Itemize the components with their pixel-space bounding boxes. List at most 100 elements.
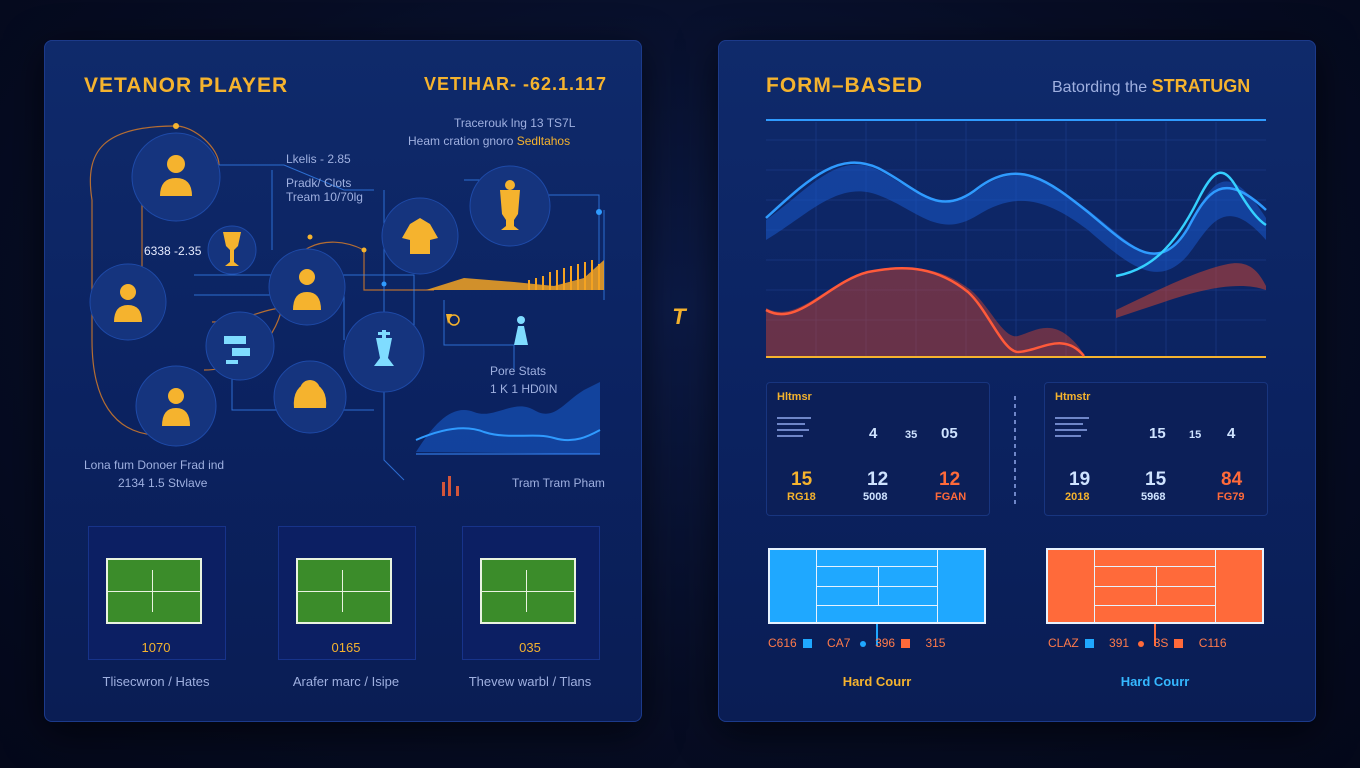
person-icon (114, 284, 142, 322)
label-e2: 2134 1.5 Stvlave (118, 476, 208, 490)
legend-label: C616 (768, 636, 797, 650)
court-caption: Tlisecwron / Hates (102, 674, 210, 689)
legend-swatch (901, 639, 911, 649)
hard-court-orange[interactable] (1046, 548, 1264, 624)
legend-swatch (1174, 639, 1184, 649)
shirt-icon (402, 218, 438, 254)
stat-card-caption: Hltmsr (777, 391, 812, 403)
cyan-series-line (1115, 171, 1267, 278)
person-icon (162, 388, 190, 426)
label-b1: Pradk/ Clots (286, 176, 352, 190)
grass-court-icon (296, 558, 392, 624)
right-panel: FORM–BASED Batording the STRATUGN Hltmsr (718, 40, 1316, 722)
legend-label: CLAZ (1048, 636, 1079, 650)
grass-court-icon (480, 558, 576, 624)
small-bar-icon (442, 476, 459, 496)
right-subtitle-highlight: STRATUGN (1151, 76, 1251, 96)
player-node-3 (268, 248, 346, 326)
stat-card-caption: Htmstr (1055, 391, 1091, 403)
racket-icon (224, 336, 250, 364)
red-wave-band (766, 267, 1084, 356)
left-subtitle: VETIHAR- -62.1.117 (424, 74, 608, 94)
red-series-line (765, 267, 1085, 357)
stat-mid-3: 4 (1227, 425, 1236, 442)
stat-mid-1: 4 (869, 425, 878, 442)
stat-card-text-lines (777, 413, 817, 441)
surface-caption: Hard Courr (1120, 674, 1190, 689)
marker-line (876, 624, 878, 646)
legend-swatch (802, 639, 812, 649)
legend-label: CA7 (827, 636, 851, 650)
label-d1: Pore Stats (490, 364, 547, 378)
info-line-1: Tracerouk lng 13 TS7L (454, 116, 576, 130)
trophy-icon (223, 232, 241, 266)
label-c: 6338 -2.35 (144, 244, 202, 258)
surface-legend-orange: CLAZ 391 3S C116 (1048, 636, 1227, 650)
blue-series-line (765, 161, 1267, 255)
court-card-3-inner: 035 (462, 526, 598, 658)
label-d2: 1 K 1 HD0IN (490, 382, 558, 396)
person-icon (160, 155, 192, 196)
hard-court-blue[interactable] (768, 548, 986, 624)
blue-wave-band (766, 164, 1266, 272)
legend-dot (1138, 641, 1145, 647)
stat-value-1: 19 (1069, 469, 1091, 490)
surface-legend-blue: C616 CA7 396 315 (768, 636, 945, 650)
chess-pawn-icon (514, 316, 528, 345)
court-value: 035 (519, 640, 541, 655)
court-card-2-inner: 0165 (278, 526, 414, 658)
player-node-4 (135, 365, 217, 447)
racket-node (205, 311, 275, 381)
stat-value-2: 12 (867, 469, 889, 490)
player-node-1 (131, 132, 221, 222)
surface-caption: Hard Courr (842, 674, 912, 689)
stat-value-3: 84 (1221, 469, 1243, 490)
marker-line (1154, 624, 1156, 646)
grass-court-icon (106, 558, 202, 624)
stat-mid-1: 15 (1149, 425, 1166, 442)
left-title: VETANOR PLAYER (84, 74, 289, 97)
stat-sub-3: FGAN (935, 491, 967, 503)
legend-swatch (1084, 639, 1094, 649)
legend-label: 315 (925, 636, 946, 650)
player-network-diagram (89, 123, 605, 496)
trophy-icon (500, 180, 520, 230)
blue-wave-chart (415, 382, 601, 455)
stat-sub-2: 5008 (863, 491, 888, 503)
court-card-1-inner: 1070 (88, 526, 224, 658)
court-caption: Thevew warbl / Tlans (468, 674, 592, 689)
stat-card-2[interactable]: Htmstr 15 15 4 19 15 84 2018 5968 FG79 (1044, 382, 1268, 516)
player-node-2 (89, 263, 167, 341)
orange-bar-sparkline (426, 260, 604, 290)
right-title: FORM–BASED (766, 74, 924, 97)
legend-label: 396 (875, 636, 896, 650)
stat-mid-2: 15 (1189, 429, 1202, 441)
stat-sub-1: 2018 (1065, 491, 1090, 503)
label-e1: Lona fum Donoer Frad ind (84, 458, 225, 472)
stat-value-3: 12 (939, 469, 961, 490)
label-a: Lkelis - 2.85 (286, 152, 351, 166)
stat-mid-3: 05 (941, 425, 958, 442)
court-value: 0165 (331, 640, 361, 655)
label-b2: Tream 10/70lg (286, 190, 363, 204)
center-logo-icon: T (672, 304, 686, 329)
red-wave-band-2 (1116, 263, 1266, 318)
right-subtitle: Batording the STRATUGN (1052, 76, 1250, 97)
court-value: 1070 (141, 640, 171, 655)
card-divider (1012, 396, 1018, 508)
info-line-2-text: Heam cration gnoro (408, 134, 514, 148)
left-panel: VETANOR PLAYER VETIHAR- -62.1.117 Tracer… (44, 40, 642, 722)
stat-sub-1: RG18 (787, 491, 816, 503)
court-caption: Arafer marc / Isipe (292, 674, 400, 689)
person-icon (293, 380, 327, 408)
person-icon (293, 269, 321, 310)
stat-value-1: 15 (791, 469, 813, 490)
stat-sub-2: 5968 (1141, 491, 1166, 503)
legend-dot (859, 641, 866, 647)
stat-card-text-lines (1055, 413, 1095, 441)
stat-value-2: 15 (1145, 469, 1167, 490)
stat-card-1[interactable]: Hltmsr 4 35 05 15 12 12 RG18 5008 FGAN (766, 382, 990, 516)
legend-label: 3S (1153, 636, 1169, 650)
form-wave-chart (765, 119, 1267, 358)
label-f: Tram Tram Pham (512, 476, 605, 490)
